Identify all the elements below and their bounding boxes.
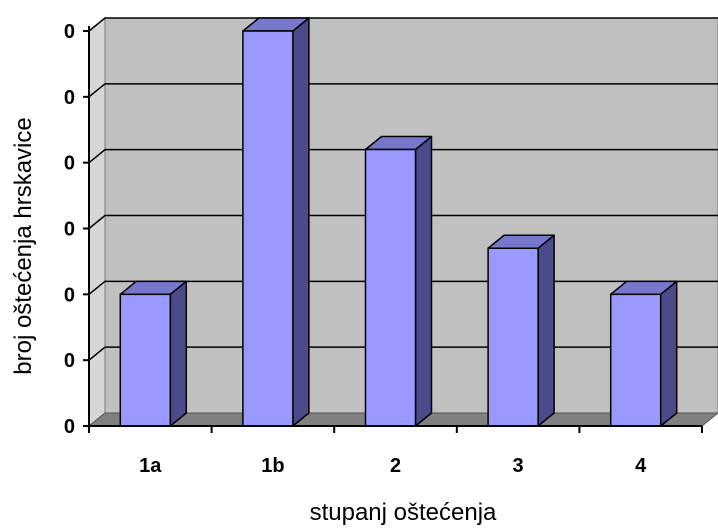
bar-front bbox=[364, 148, 417, 427]
bar-front bbox=[609, 293, 662, 427]
y-axis-tick-labels: 0 0 0 0 0 0 0 bbox=[64, 21, 75, 438]
x-tick-label: 1b bbox=[261, 455, 284, 477]
y-tick-label: 0 bbox=[64, 219, 75, 241]
x-tick-label: 1a bbox=[139, 455, 162, 477]
bar-side bbox=[292, 17, 310, 427]
y-tick-label: 0 bbox=[64, 87, 75, 109]
gridline bbox=[88, 214, 718, 230]
bar-side bbox=[537, 234, 555, 427]
bar-front bbox=[487, 247, 539, 427]
bar bbox=[242, 17, 310, 427]
y-tick-label: 0 bbox=[64, 21, 75, 43]
axes bbox=[83, 26, 703, 433]
bar bbox=[487, 234, 555, 427]
gridlines bbox=[88, 17, 718, 361]
y-tick-label: 0 bbox=[64, 416, 75, 438]
y-tick-label: 0 bbox=[64, 153, 75, 175]
bar-side bbox=[169, 280, 188, 427]
gridline bbox=[88, 148, 718, 164]
bar bbox=[119, 280, 188, 427]
y-tick-label: 0 bbox=[64, 350, 75, 372]
gridline bbox=[88, 83, 718, 98]
bar bbox=[609, 280, 678, 427]
bar-side bbox=[414, 135, 433, 427]
gridline bbox=[88, 17, 718, 32]
bar-front bbox=[242, 30, 294, 427]
bar-side bbox=[659, 280, 678, 427]
bar bbox=[364, 135, 433, 427]
x-tick-label: 4 bbox=[635, 455, 647, 477]
x-axis-title: stupanj oštećenja bbox=[310, 499, 497, 526]
x-tick-label: 3 bbox=[513, 455, 524, 477]
x-axis-tick-labels: 1a 1b 2 3 4 bbox=[139, 455, 647, 477]
y-tick-label: 0 bbox=[64, 284, 75, 306]
x-tick-label: 2 bbox=[390, 455, 401, 477]
bar-front bbox=[119, 293, 172, 427]
y-axis-title: broj oštećenja hrskavice bbox=[10, 117, 37, 374]
